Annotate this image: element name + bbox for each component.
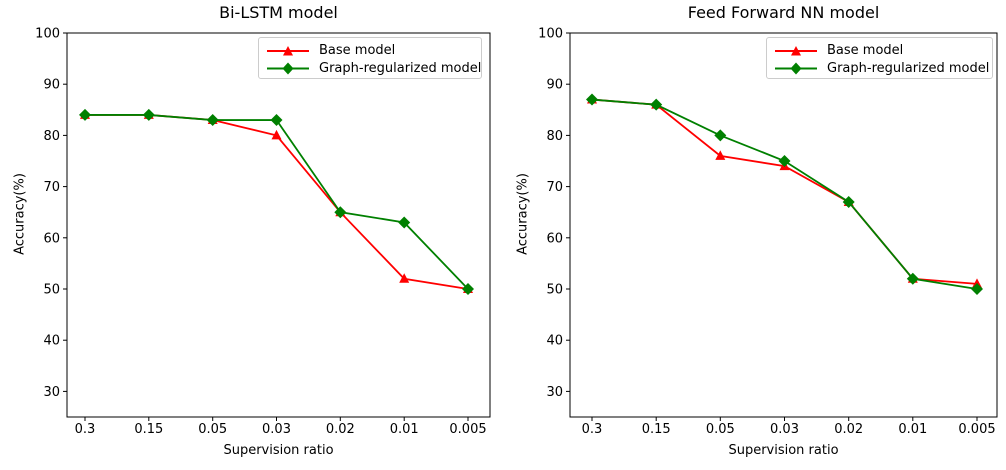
- series-line-diamond: [591, 98, 978, 290]
- diamond-data-marker: [778, 155, 791, 167]
- chart-title-ffnn: Feed Forward NN model: [687, 3, 880, 22]
- x-tick-label: 0.02: [326, 422, 355, 437]
- diamond-marker-icon: [790, 62, 802, 74]
- y-tick-label: 100: [35, 27, 60, 42]
- diamond-data-marker: [842, 195, 855, 208]
- plot-area-bilstm: 100 90 80 70 60 50 40 30 0.3 0.15 0.05 0.03 0.02 0.01…: [35, 27, 491, 437]
- triangle-marker-icon: [283, 45, 293, 55]
- x-tick-label: 0.01: [390, 422, 419, 437]
- x-tick-label: 0.03: [262, 422, 291, 437]
- legend-label-base: Base model: [319, 42, 396, 58]
- axes-frame: [569, 32, 998, 418]
- diamond-data-marker: [334, 206, 347, 219]
- legend-line-sample-base: [775, 45, 817, 55]
- diamond-data-marker: [398, 216, 411, 229]
- diamond-data-marker: [650, 98, 663, 111]
- x-tick-label: 0.005: [449, 422, 486, 437]
- x-axis-label-ffnn: Supervision ratio: [728, 443, 839, 458]
- diamond-data-marker: [79, 108, 91, 121]
- diamond-data-marker: [270, 114, 283, 127]
- x-tick-label: 0.03: [770, 422, 799, 437]
- legend-item-base-model: Base model: [773, 41, 986, 59]
- y-tick-label: 40: [43, 334, 60, 349]
- diamond-data-marker: [586, 93, 598, 106]
- diamond-data-marker: [971, 283, 983, 295]
- chart-ffnn: 100 90 80 70 60 50 40 30 0.3 0.15 0.05 0.03 0.02 0.01…: [503, 0, 1006, 470]
- y-tick-label: 70: [43, 180, 60, 195]
- y-tick-label: 100: [538, 27, 563, 42]
- diamond-data-marker: [206, 114, 219, 127]
- series-line-diamond: [85, 114, 469, 290]
- chart-title-bilstm: Bi-LSTM model: [219, 3, 338, 22]
- y-tick-label: 60: [43, 231, 60, 246]
- y-tick-label: 30: [43, 385, 60, 400]
- y-tick-label: 30: [546, 385, 563, 400]
- x-tick-label: 0.02: [834, 422, 863, 437]
- triangle-data-marker: [271, 129, 282, 140]
- plot-area-ffnn: 100 90 80 70 60 50 40 30 0.3 0.15 0.05 0.03 0.02 0.01…: [538, 27, 998, 437]
- y-tick-label: 50: [546, 283, 563, 298]
- triangle-data-marker: [715, 150, 726, 160]
- legend-line-sample-graph: [775, 62, 817, 74]
- diamond-data-marker: [906, 272, 919, 285]
- legend-bilstm: Base model Graph-regularized model: [258, 37, 482, 79]
- y-axis-label-bilstm: Accuracy(%): [12, 173, 28, 255]
- y-tick-label: 80: [43, 129, 60, 144]
- axes-frame: [66, 32, 491, 418]
- y-tick-label: 50: [43, 283, 60, 298]
- y-axis-label-ffnn: Accuracy(%): [515, 173, 531, 255]
- x-tick-label: 0.3: [582, 422, 603, 437]
- chart-bilstm: 100 90 80 70 60 50 40 30 0.3 0.15 0.05 0.03 0.02 0.01…: [12, 3, 491, 458]
- x-axis-label-bilstm: Supervision ratio: [223, 443, 334, 458]
- y-tick-label: 80: [546, 129, 563, 144]
- x-tick-label: 0.15: [642, 422, 671, 437]
- y-tick-label: 90: [546, 78, 563, 93]
- legend-label-graph: Graph-regularized model: [827, 60, 990, 76]
- legend-line-sample-graph: [267, 62, 309, 74]
- legend-item-graph-regularized: Graph-regularized model: [265, 59, 481, 77]
- y-tick-label: 40: [546, 334, 563, 349]
- x-tick-label: 0.01: [898, 422, 927, 437]
- y-tick-label: 70: [546, 180, 563, 195]
- triangle-data-marker: [399, 273, 410, 283]
- x-tick-label: 0.005: [958, 422, 995, 437]
- diamond-data-marker: [714, 129, 727, 142]
- diamond-marker-icon: [282, 62, 294, 74]
- y-tick-label: 60: [546, 231, 563, 246]
- x-tick-label: 0.05: [706, 422, 735, 437]
- series-line-triangle: [591, 98, 978, 285]
- diamond-data-marker: [142, 108, 155, 121]
- legend-label-graph: Graph-regularized model: [319, 60, 482, 76]
- legend-label-base: Base model: [827, 42, 904, 58]
- triangle-marker-icon: [791, 45, 801, 55]
- legend-item-graph-regularized: Graph-regularized model: [773, 59, 990, 77]
- legend-ffnn: Base model Graph-regularized model: [766, 37, 993, 79]
- legend-line-sample-base: [267, 45, 309, 55]
- x-tick-label: 0.3: [75, 422, 96, 437]
- diamond-data-marker: [462, 283, 474, 295]
- y-tick-label: 90: [43, 78, 60, 93]
- series-line-triangle: [85, 114, 469, 290]
- legend-item-base-model: Base model: [265, 41, 475, 59]
- x-tick-label: 0.05: [198, 422, 227, 437]
- x-tick-label: 0.15: [134, 422, 163, 437]
